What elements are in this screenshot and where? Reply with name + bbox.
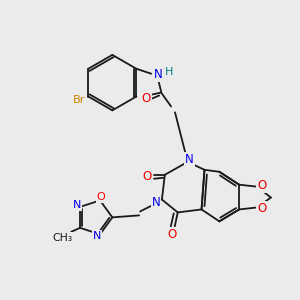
Text: N: N xyxy=(154,68,163,81)
Text: O: O xyxy=(257,179,267,192)
Text: N: N xyxy=(93,231,101,241)
Text: N: N xyxy=(185,153,194,167)
Text: O: O xyxy=(142,92,151,105)
Text: N: N xyxy=(73,200,81,210)
Text: O: O xyxy=(97,192,105,203)
Text: H: H xyxy=(165,67,173,77)
Text: CH₃: CH₃ xyxy=(52,233,72,243)
Text: Br: Br xyxy=(73,95,86,106)
Text: O: O xyxy=(142,170,152,183)
Text: O: O xyxy=(257,202,267,215)
Text: N: N xyxy=(152,196,160,209)
Text: O: O xyxy=(167,228,176,241)
